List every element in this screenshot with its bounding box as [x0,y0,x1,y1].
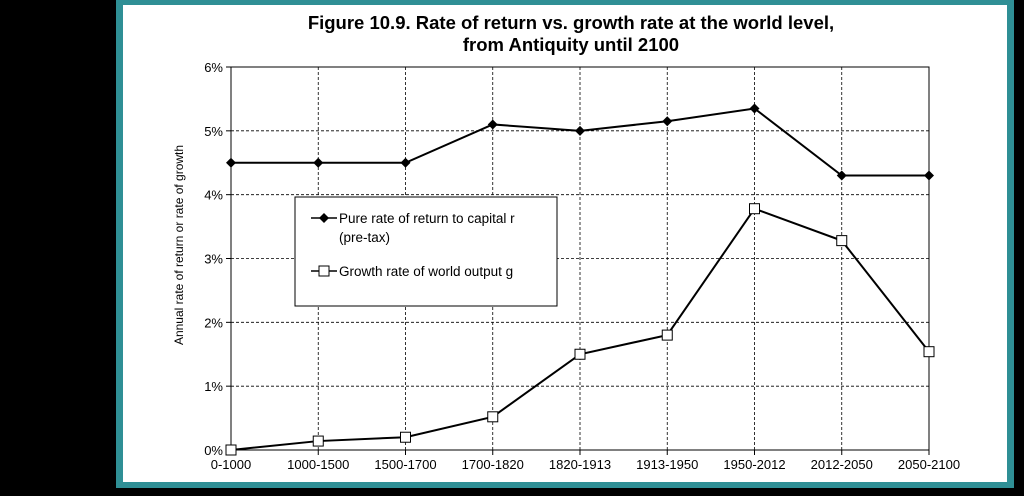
data-point-r [400,157,411,168]
x-tick-label: 1820-1913 [549,457,611,472]
data-point-g [225,444,237,456]
x-tick-label: 1913-1950 [636,457,698,472]
data-point-g [574,348,586,360]
data-point-r [749,103,760,114]
line-chart: Figure 10.9. Rate of return vs. growth r… [172,12,960,472]
data-point-g [487,411,499,423]
y-tick-label: 1% [204,379,223,394]
data-point-g [400,431,411,443]
legend-box [294,196,558,307]
y-tick-label: 5% [204,124,223,139]
legend: Pure rate of return to capital r (pre-ta… [294,196,558,307]
x-tick-label: 2050-2100 [898,457,960,472]
legend-label-g: Growth rate of world output g [339,264,513,279]
legend-label-r-line2: (pre-tax) [339,230,390,245]
series-layer [225,103,935,456]
x-tick-label: 1700-1820 [462,457,524,472]
data-point-r [313,157,324,168]
x-axis-ticks: 0-1000 1000-1500 1500-1700 1700-1820 1820-19… [211,450,960,472]
legend-label-r: Pure rate of return to capital r [339,211,515,226]
x-tick-label: 0-1000 [211,457,251,472]
legend-square-marker [318,265,330,277]
data-point-r [924,170,934,181]
x-tick-label: 2012-2050 [811,457,873,472]
chart-panel: Figure 10.9. Rate of return vs. growth r… [123,5,1007,482]
y-tick-label: 3% [204,252,223,267]
y-axis-label: Annual rate of return or rate of growth [172,145,186,345]
data-point-r [226,157,236,168]
data-point-r [487,119,498,130]
y-tick-label: 4% [204,188,223,203]
data-point-r [575,125,585,136]
y-axis-ticks: 0% 1% 2% 3% 4% 5% 6% [204,60,231,458]
data-point-g [312,435,324,447]
y-tick-label: 6% [204,60,223,75]
data-point-r [662,116,673,127]
data-point-g [923,346,935,358]
y-tick-label: 2% [204,315,223,330]
data-point-g [661,329,673,341]
chart-title-line-2: from Antiquity until 2100 [463,34,679,55]
data-point-g [749,203,760,215]
x-tick-label: 1500-1700 [374,457,436,472]
y-tick-label: 0% [204,443,223,458]
x-tick-label: 1950-2012 [723,457,785,472]
data-point-r [836,170,847,181]
chart-title-line-1: Figure 10.9. Rate of return vs. growth r… [308,12,834,33]
data-point-g [836,235,848,247]
legend-diamond-marker [319,213,329,223]
x-tick-label: 1000-1500 [287,457,349,472]
